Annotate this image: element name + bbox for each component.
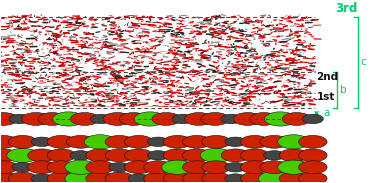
Circle shape xyxy=(12,163,33,172)
Circle shape xyxy=(163,149,192,162)
Circle shape xyxy=(202,161,230,174)
Circle shape xyxy=(263,151,285,160)
Circle shape xyxy=(225,137,246,147)
Circle shape xyxy=(163,135,192,148)
Circle shape xyxy=(184,113,213,125)
Circle shape xyxy=(0,149,17,162)
Circle shape xyxy=(279,149,308,162)
Circle shape xyxy=(302,114,323,124)
Circle shape xyxy=(144,172,172,183)
Circle shape xyxy=(70,151,91,160)
Circle shape xyxy=(47,149,76,162)
Text: a: a xyxy=(323,109,330,118)
Circle shape xyxy=(278,160,309,174)
Circle shape xyxy=(65,171,96,183)
Circle shape xyxy=(0,161,17,174)
Circle shape xyxy=(221,149,250,162)
Circle shape xyxy=(8,135,37,148)
Circle shape xyxy=(86,149,114,162)
Circle shape xyxy=(28,161,56,174)
Circle shape xyxy=(31,137,53,147)
Circle shape xyxy=(8,172,37,183)
Circle shape xyxy=(162,160,193,174)
Circle shape xyxy=(0,113,17,125)
Circle shape xyxy=(7,148,39,163)
Circle shape xyxy=(128,174,149,183)
Circle shape xyxy=(147,151,169,160)
Circle shape xyxy=(233,113,262,125)
Text: 1st: 1st xyxy=(317,92,335,102)
Circle shape xyxy=(109,163,130,172)
Circle shape xyxy=(265,112,296,126)
Circle shape xyxy=(105,135,133,148)
Circle shape xyxy=(0,172,17,183)
Circle shape xyxy=(202,135,230,148)
Circle shape xyxy=(124,135,153,148)
Bar xyxy=(2,107,315,182)
Circle shape xyxy=(144,161,172,174)
Circle shape xyxy=(202,172,230,183)
Circle shape xyxy=(183,172,211,183)
Circle shape xyxy=(134,112,166,126)
Circle shape xyxy=(47,161,76,174)
Circle shape xyxy=(124,161,153,174)
Circle shape xyxy=(119,113,148,125)
Circle shape xyxy=(240,161,269,174)
Circle shape xyxy=(84,135,116,149)
Circle shape xyxy=(90,114,112,124)
Circle shape xyxy=(183,135,211,148)
Circle shape xyxy=(31,174,53,183)
Text: b: b xyxy=(340,85,347,95)
Text: 3rd: 3rd xyxy=(335,2,358,15)
Circle shape xyxy=(240,172,269,183)
Circle shape xyxy=(278,135,309,149)
Circle shape xyxy=(225,174,246,183)
Circle shape xyxy=(47,135,76,148)
Circle shape xyxy=(9,114,30,124)
Circle shape xyxy=(67,135,95,148)
Circle shape xyxy=(201,113,229,125)
Circle shape xyxy=(172,114,193,124)
Circle shape xyxy=(105,149,133,162)
Circle shape xyxy=(22,113,50,125)
Circle shape xyxy=(225,163,246,172)
Text: c: c xyxy=(361,57,367,67)
Circle shape xyxy=(299,161,327,174)
Circle shape xyxy=(221,114,242,124)
Circle shape xyxy=(70,113,99,125)
Circle shape xyxy=(124,149,153,162)
Circle shape xyxy=(86,161,114,174)
Circle shape xyxy=(53,112,84,126)
Circle shape xyxy=(183,161,211,174)
Circle shape xyxy=(200,148,232,163)
Circle shape xyxy=(260,161,288,174)
Circle shape xyxy=(260,135,288,148)
Circle shape xyxy=(0,135,17,148)
Circle shape xyxy=(250,113,278,125)
Circle shape xyxy=(152,113,180,125)
Circle shape xyxy=(259,171,290,183)
Circle shape xyxy=(240,149,269,162)
Circle shape xyxy=(299,149,327,162)
Text: 2nd: 2nd xyxy=(317,72,339,82)
Circle shape xyxy=(147,137,169,147)
Circle shape xyxy=(28,149,56,162)
Circle shape xyxy=(279,172,308,183)
Circle shape xyxy=(65,160,96,174)
Circle shape xyxy=(282,113,311,125)
Circle shape xyxy=(163,172,192,183)
Circle shape xyxy=(299,172,327,183)
Circle shape xyxy=(38,113,67,125)
Circle shape xyxy=(86,172,114,183)
Circle shape xyxy=(183,149,211,162)
Circle shape xyxy=(240,135,269,148)
Circle shape xyxy=(299,135,327,148)
Circle shape xyxy=(103,113,132,125)
Circle shape xyxy=(47,172,76,183)
Circle shape xyxy=(105,172,133,183)
